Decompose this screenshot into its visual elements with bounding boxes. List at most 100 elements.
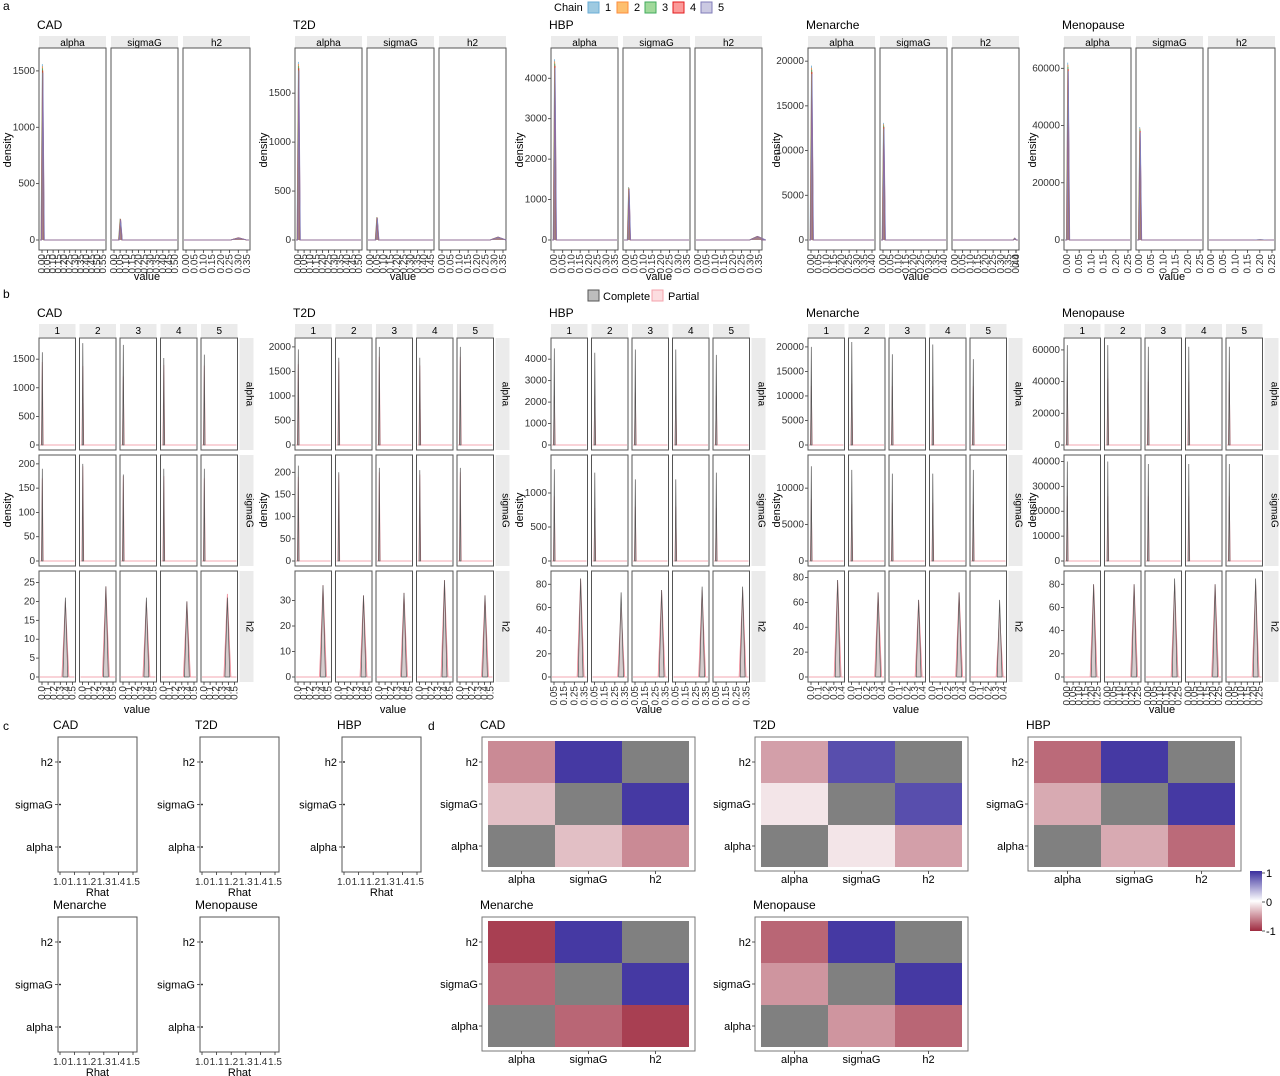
b-complete-Menopause-alpha-chain-5 [1228,346,1231,446]
b-complete-T2D-alpha-chain-2 [337,357,340,446]
d-xticklabel-Menopause-alpha: alpha [781,1054,809,1066]
c-yticklabel-T2D-h2: h2 [183,757,195,769]
a-xticklabel-T2D-h2-5: 0.25 [481,254,492,274]
a-xticklabel-T2D-alpha-3: 0.15 [311,254,322,274]
b-yticklabel-HBP-alpha-4: 4000 [525,354,548,365]
b-facet-T2D-alpha-chain-5 [456,337,494,451]
d-cell-Menarche-sigmaG-h2 [622,963,689,1005]
b-facet-HBP-alpha-chain-5 [712,337,750,451]
b-xticklabel-Menopause-chain-3-3: 0.15 [1161,686,1172,706]
a-yticklabel-Menarche-1: 5000 [782,190,805,201]
c-xticklabel-Menarche-2: 1.2 [82,1057,96,1068]
b-strip-Menarche-chain-2 [848,324,885,337]
a-facet-HBP-alpha [550,47,619,251]
b-xticklabel-T2D-chain-4-2: 0.2 [427,686,438,700]
legend-label-partial: Partial [668,291,699,303]
c-xticklabel-T2D-4: 1.4 [253,877,267,888]
d-xticklabel-Menarche-h2: h2 [649,1054,661,1066]
a-xticklabel-Menopause-sigmaG-5: 0.25 [1195,254,1206,274]
b-rowstrip-label-T2D-alpha: alpha [500,382,511,407]
a-strip-label-T2D-sigmaG: sigmaG [383,38,418,49]
c-yticklabel-HBP-sigmaG: sigmaG [299,800,337,812]
b-ylabel-Menarche: density [771,492,783,527]
c-yticklabel-HBP-h2: h2 [325,757,337,769]
b-xticklabel-Menopause-chain-4-0: 0.00 [1184,686,1195,706]
a-facet-T2D-alpha [294,47,363,251]
b-facet-CAD-sigmaG-chain-1 [38,454,76,567]
b-xticklabel-Menarche-chain-5-4: 0.4 [999,686,1010,700]
b-xticklabel-HBP-chain-4-1: 0.15 [681,686,692,706]
b-yticklabel-CAD-sigmaG-0: 0 [29,556,35,567]
c-xticklabel-HBP-2: 1.2 [366,877,380,888]
b-xlabel-Menopause: value [1149,704,1175,716]
d-yticklabel-HBP-alpha: alpha [997,841,1025,853]
b-yticklabel-Menarche-sigmaG-2: 10000 [776,483,804,494]
a-xlabel-Menarche: value [903,271,929,283]
b-complete-Menopause-h2-chain-2 [1131,584,1137,678]
a-density-T2D-h2-chain-5 [440,236,507,241]
chain-legend-label-2: 2 [634,2,640,14]
b-xticklabel-CAD-chain-5-4: 0.4 [223,686,234,700]
c-xticklabel-T2D-1: 1.1 [210,877,224,888]
a-xticklabel-CAD-sigmaG-4: 0.20 [133,254,144,274]
a-strip-label-Menopause-h2: h2 [1236,38,1248,49]
b-complete-Menopause-sigmaG-chain-4 [1187,463,1190,562]
b-strip-HBP-chain-3 [632,324,669,337]
colorbar-ticklabel-0: 1 [1266,868,1272,880]
b-xticklabel-HBP-chain-5-3: 0.35 [742,686,753,706]
b-xticklabel-CAD-chain-4-4: 0.4 [183,686,194,700]
a-xticklabel-CAD-sigmaG-7: 0.35 [152,254,163,274]
b-strip-label-HBP-chain-3: 3 [647,326,653,337]
a-strip-Menarche-h2 [952,36,1019,48]
a-strip-label-CAD-sigmaG: sigmaG [127,38,162,49]
b-xticklabel-CAD-chain-5-3: 0.3 [217,686,228,700]
a-xticklabel-CAD-alpha-1: 0.05 [43,254,54,274]
b-complete-HBP-alpha-chain-5 [715,354,718,446]
c-xlabel-T2D: Rhat [228,887,251,899]
a-xticklabel-Menopause-h2-2: 0.10 [1230,254,1241,274]
chain-legend-label-5: 5 [718,2,724,14]
b-yticklabel-HBP-sigmaG-2: 1000 [525,488,548,499]
b-strip-T2D-chain-3 [376,324,413,337]
c-xlabel-Menopause: Rhat [228,1067,251,1076]
a-strip-HBP-sigmaG [623,36,690,48]
b-xticklabel-CAD-chain-2-3: 0.3 [96,686,107,700]
b-complete-Menopause-alpha-chain-2 [1106,345,1109,446]
b-facet-CAD-h2-chain-2 [79,570,117,683]
a-xticklabel-CAD-sigmaG-3: 0.15 [127,254,138,274]
d-cell-HBP-h2-h2 [1168,741,1235,783]
c-yticklabel-Menarche-h2: h2 [41,937,53,949]
b-xticklabel-T2D-chain-4-5: 0.5 [445,686,456,700]
a-xlabel-T2D: value [390,271,416,283]
a-density-Menarche-sigmaG-chain-5 [881,128,946,241]
a-xticklabel-CAD-sigmaG-6: 0.30 [146,254,157,274]
a-xticklabel-HBP-h2-3: 0.15 [719,254,730,274]
b-yticklabel-CAD-sigmaG-3: 150 [18,483,35,494]
b-complete-CAD-sigmaG-chain-3 [122,474,125,562]
b-xticklabel-CAD-chain-2-0: 0.0 [78,686,89,700]
b-xticklabel-Menarche-chain-2-3: 0.3 [869,686,880,700]
c-point-Menopause-h2 [201,941,203,943]
a-facet-CAD-alpha [38,47,107,251]
b-xticklabel-T2D-chain-5-4: 0.4 [479,686,490,700]
b-strip-Menarche-chain-5 [970,324,1007,337]
b-xticklabel-HBP-chain-2-3: 0.35 [620,686,631,706]
a-yticklabel-T2D-2: 1000 [269,137,292,148]
a-xticklabel-Menarche-alpha-8: 0.40 [867,254,878,274]
b-xticklabel-Menopause-chain-3-4: 0.20 [1167,686,1178,706]
b-xticklabel-HBP-chain-2-1: 0.15 [600,686,611,706]
a-xticklabel-Menopause-sigmaG-4: 0.20 [1183,254,1194,274]
b-facet-T2D-sigmaG-chain-3 [375,454,413,567]
d-xticklabel-T2D-h2: h2 [922,874,934,886]
b-xticklabel-Menopause-chain-2-0: 0.00 [1103,686,1114,706]
b-strip-CAD-chain-2 [79,324,116,337]
b-complete-HBP-alpha-chain-3 [634,349,637,446]
b-yticklabel-HBP-alpha-1: 1000 [525,419,548,430]
b-xticklabel-HBP-chain-1-3: 0.35 [580,686,591,706]
a-xticklabel-HBP-alpha-6: 0.30 [601,254,612,274]
b-facet-Menopause-sigmaG-chain-1 [1063,454,1101,567]
a-xticklabel-CAD-alpha-8: 0.40 [81,254,92,274]
a-xticklabel-HBP-h2-7: 0.35 [754,254,765,274]
d-cell-T2D-sigmaG-alpha [761,783,828,825]
